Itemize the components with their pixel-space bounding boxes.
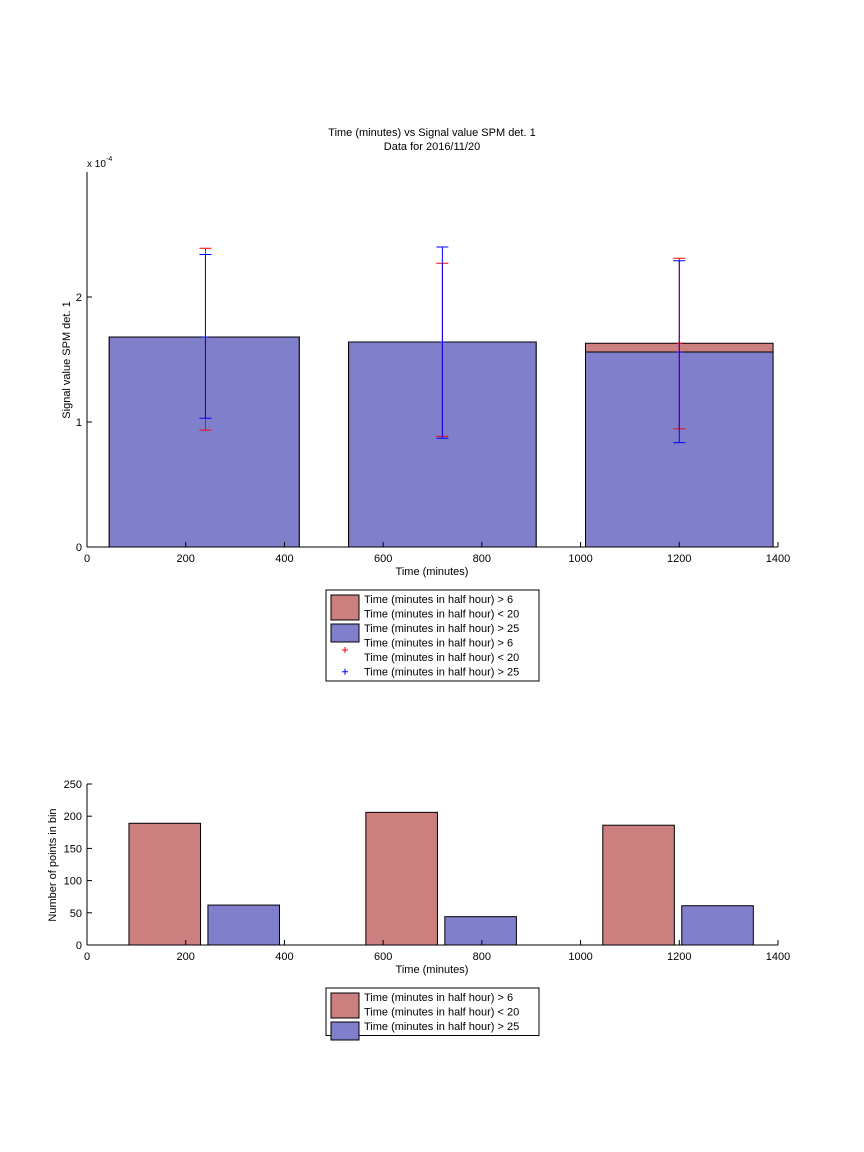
y-tick-label: 250 — [64, 779, 82, 791]
signal-chart: Time (minutes) vs Signal value SPM det. … — [61, 127, 790, 682]
count-bar-3 — [365, 811, 438, 946]
x-tick-label: 200 — [177, 553, 195, 565]
error-bar-blue-1 — [199, 254, 212, 419]
x-tick-label: 1000 — [568, 951, 592, 963]
chart-title: Time (minutes) vs Signal value SPM det. … — [328, 127, 535, 139]
legend-bottom-swatch-1 — [330, 992, 360, 1019]
y-tick-label: 0 — [76, 542, 82, 554]
y-exponent-power: -4 — [106, 156, 112, 163]
x-tick-label: 800 — [473, 951, 491, 963]
y-axis-label: Number of points in bin — [47, 808, 59, 921]
x-tick-label: 200 — [177, 951, 195, 963]
y-tick-label: 100 — [64, 876, 82, 888]
error-bar-blue-3 — [673, 260, 686, 444]
legend-top-box — [325, 589, 540, 682]
legend-bottom: Time (minutes in half hour) > 6 Time (min… — [325, 987, 540, 1041]
legend-top-swatch-1 — [330, 594, 360, 621]
legend-bottom-label: Time (minutes in half hour) > 25 — [364, 1021, 519, 1033]
count-chart: 0 200 400 600 800 1000 1200 1400 0 50 100 150 200 250… — [47, 779, 790, 1041]
x-axis-label: Time (minutes) — [396, 566, 469, 578]
legend-top-label: Time (minutes in half hour) > 25 — [364, 623, 519, 635]
x-axis-label: Time (minutes) — [396, 964, 469, 976]
x-tick-label: 1000 — [568, 553, 592, 565]
x-tick-label: 1400 — [766, 951, 790, 963]
count-bar-6 — [681, 905, 754, 946]
bar-blue-1 — [108, 336, 300, 548]
legend-top-label: Time (minutes in half hour) > 6 — [364, 638, 513, 650]
legend-bottom-label: Time (minutes in half hour) > 6 — [364, 992, 513, 1004]
y-tick-label: 0 — [76, 940, 82, 952]
x-tick-label: 400 — [275, 553, 293, 565]
count-bar-1 — [128, 822, 202, 946]
chart-subtitle: Data for 2016/11/20 — [384, 141, 480, 153]
count-bar-4 — [444, 916, 517, 946]
x-tick-label: 400 — [275, 951, 293, 963]
legend-bottom-swatch-2 — [330, 1021, 360, 1041]
legend-top-label: Time (minutes in half hour) > 6 — [364, 594, 513, 606]
y-exponent-label: x 10 — [87, 159, 106, 170]
legend-top-label: Time (minutes in half hour) < 20 — [364, 652, 519, 664]
y-tick-label: 1 — [76, 417, 82, 429]
legend-bottom-box — [325, 987, 540, 1036]
legend-top: Time (minutes in half hour) > 6 Time (min… — [325, 589, 540, 682]
y-tick-label: 50 — [70, 908, 82, 920]
x-tick-label: 600 — [374, 951, 392, 963]
y-tick-label: 150 — [64, 843, 82, 855]
x-tick-label: 1400 — [766, 553, 790, 565]
count-bar-5 — [602, 824, 675, 946]
x-tick-label: 600 — [374, 553, 392, 565]
x-tick-label: 1200 — [667, 951, 691, 963]
x-tick-label: 800 — [473, 553, 491, 565]
y-axis-label: Signal value SPM det. 1 — [61, 301, 73, 418]
legend-bottom-label: Time (minutes in half hour) < 20 — [364, 1007, 519, 1019]
y-tick-label: 2 — [76, 292, 82, 304]
x-tick-label: 1200 — [667, 553, 691, 565]
legend-top-label: Time (minutes in half hour) < 20 — [364, 609, 519, 621]
count-bar-2 — [207, 904, 280, 946]
legend-top-label: Time (minutes in half hour) > 25 — [364, 667, 519, 679]
error-bar-blue-2 — [436, 246, 449, 439]
x-tick-label: 0 — [84, 553, 90, 565]
x-tick-label: 0 — [84, 951, 90, 963]
y-tick-label: 200 — [64, 811, 82, 823]
legend-top-swatch-2 — [330, 623, 360, 643]
